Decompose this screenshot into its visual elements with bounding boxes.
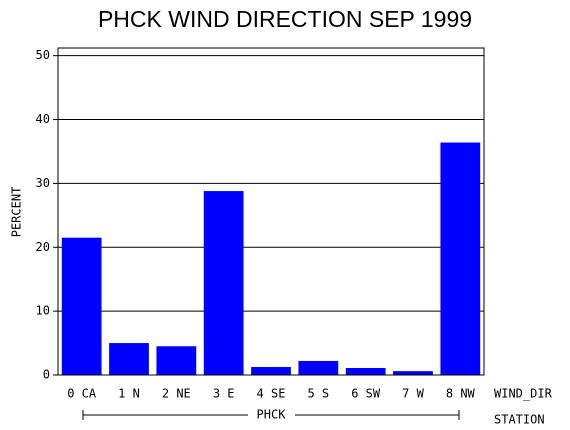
x-tick-label: 2 NE: [162, 387, 191, 401]
bar: [298, 360, 339, 375]
y-tick-label: 50: [36, 48, 50, 62]
bar: [393, 371, 433, 375]
y-tick-label: 0: [43, 368, 50, 382]
y-axis-label: PERCENT: [10, 187, 24, 238]
x-tick-label: 0 CA: [67, 387, 97, 401]
x-tick-label: 6 SW: [351, 387, 381, 401]
y-tick-label: 40: [36, 112, 50, 126]
x-tick-label: 5 S: [307, 387, 329, 401]
bar: [203, 191, 244, 375]
x-tick-label: 3 E: [213, 387, 235, 401]
x-axis-label: WIND_DIR: [494, 387, 553, 401]
x-tick-label: 4 SE: [257, 387, 286, 401]
y-tick-label: 30: [36, 176, 50, 190]
group-label: PHCK: [257, 408, 287, 422]
y-tick-label: 20: [36, 240, 50, 254]
bar: [345, 367, 386, 375]
bar: [156, 346, 197, 375]
x-tick-label: 7 W: [402, 387, 424, 401]
y-tick-label: 10: [36, 304, 50, 318]
group-axis-label: STATION: [494, 413, 545, 427]
bar: [251, 367, 291, 375]
bar: [61, 237, 102, 375]
x-tick-label: 8 NW: [446, 387, 476, 401]
chart-title: PHCK WIND DIRECTION SEP 1999: [98, 6, 472, 32]
plot-frame: [57, 47, 485, 376]
bar: [440, 142, 481, 375]
x-tick-label: 1 N: [118, 387, 140, 401]
bar: [109, 343, 149, 375]
